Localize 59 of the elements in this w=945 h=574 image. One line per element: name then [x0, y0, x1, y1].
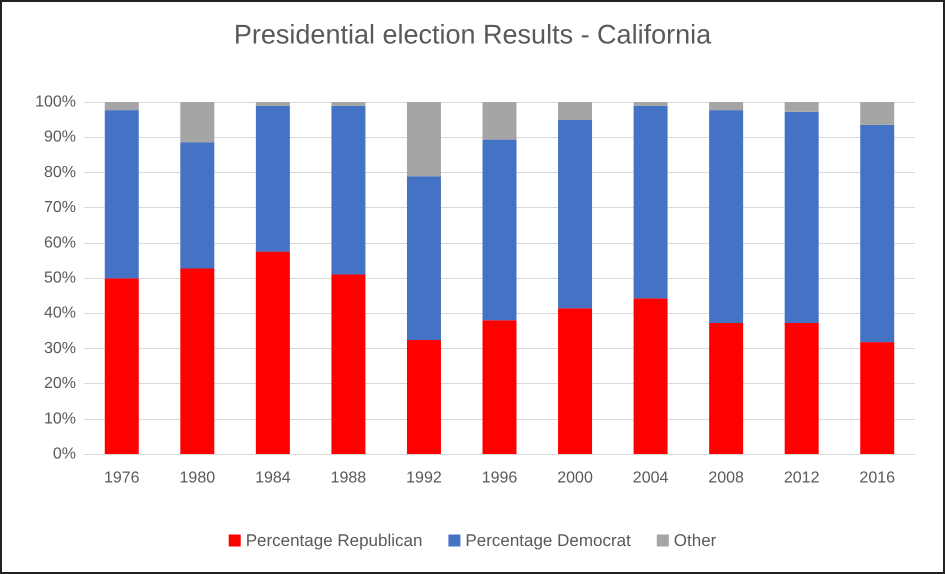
- x-tick-label: 2016: [859, 470, 896, 486]
- y-tick-label: 80%: [44, 164, 76, 181]
- bar: [406, 102, 441, 176]
- y-tick-label: 30%: [44, 340, 76, 357]
- y-tick-label: 40%: [44, 304, 76, 322]
- bar: [634, 102, 668, 106]
- bar: [406, 340, 441, 454]
- bar: [634, 106, 668, 298]
- bar: [709, 110, 744, 324]
- x-tick-label: 2004: [632, 470, 668, 486]
- bar: [331, 102, 366, 106]
- bar: [256, 102, 290, 106]
- bar: [784, 102, 819, 112]
- y-tick-label: 60%: [44, 234, 76, 252]
- bar: [406, 176, 441, 340]
- bar: [558, 308, 592, 454]
- bar: [104, 102, 139, 110]
- x-tick-label: 1980: [180, 470, 216, 486]
- bar: [709, 323, 744, 454]
- bar: [482, 140, 516, 320]
- bar: [784, 323, 819, 454]
- legend-label: Percentage Republican: [246, 531, 422, 550]
- x-tick-label: 1996: [482, 470, 518, 486]
- y-tick-label: 70%: [44, 199, 76, 216]
- bar: [256, 252, 290, 454]
- bar: [634, 298, 668, 454]
- bar: [104, 278, 139, 454]
- y-tick-label: 100%: [35, 94, 76, 110]
- x-tick-label: 1976: [104, 470, 140, 486]
- legend-label: Other: [674, 531, 717, 550]
- bar: [482, 320, 516, 454]
- y-tick-label: 0%: [52, 446, 76, 462]
- bar: [104, 110, 139, 278]
- y-tick-label: 10%: [44, 410, 76, 428]
- bar: [256, 106, 290, 252]
- x-tick-label: 1992: [406, 470, 442, 486]
- x-tick-label: 2012: [784, 470, 820, 486]
- bar: [331, 274, 366, 454]
- bar: [558, 120, 592, 308]
- x-tick-label: 1984: [255, 470, 291, 486]
- y-tick-label: 50%: [44, 270, 76, 286]
- x-tick-label: 2008: [708, 470, 744, 486]
- bar: [180, 102, 214, 142]
- legend-label: Percentage Democrat: [465, 531, 632, 550]
- x-tick-label: 1988: [330, 470, 366, 486]
- x-tick-label: 2000: [557, 470, 593, 486]
- bar: [180, 268, 214, 454]
- bar: [180, 142, 214, 268]
- bar: [482, 102, 516, 140]
- bar: [709, 102, 744, 110]
- chart-title: Presidential election Results - California: [234, 20, 712, 50]
- bar: [860, 124, 894, 342]
- y-tick-label: 90%: [44, 128, 76, 146]
- bar: [860, 342, 894, 454]
- bar: [860, 102, 894, 125]
- bar: [784, 112, 819, 324]
- bar: [558, 102, 592, 120]
- bar: [331, 106, 366, 274]
- y-tick-label: 20%: [44, 375, 76, 392]
